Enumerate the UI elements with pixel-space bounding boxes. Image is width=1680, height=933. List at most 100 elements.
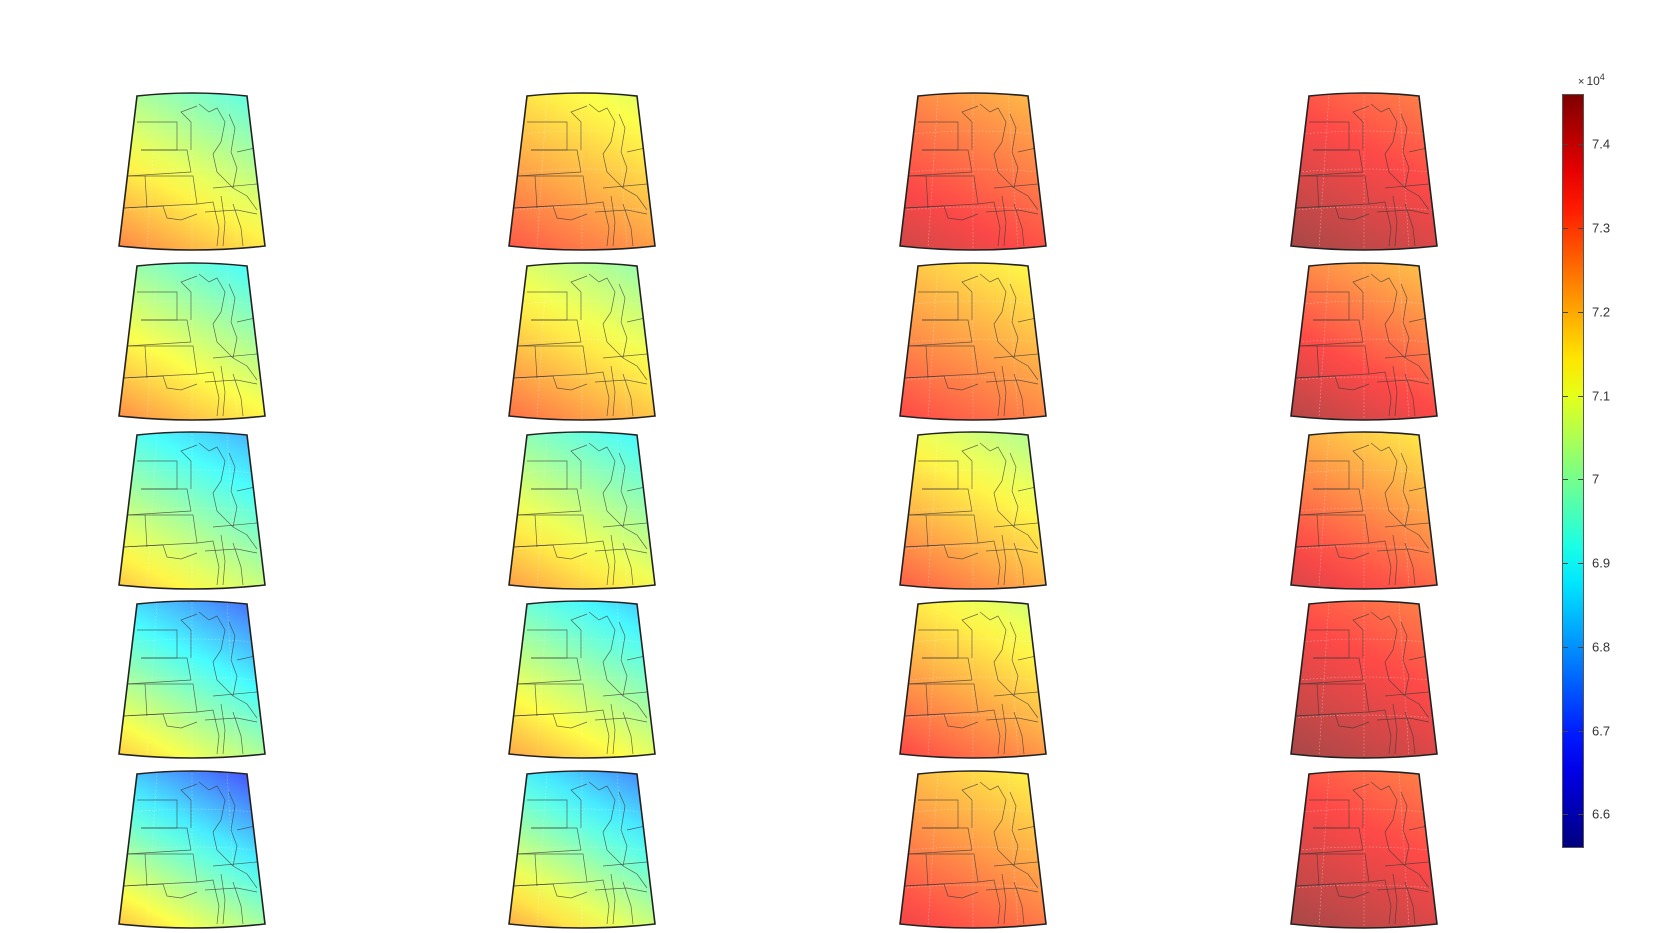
contour-field <box>509 263 655 420</box>
graticule-line <box>520 808 644 813</box>
colorbar-tick <box>1578 228 1583 230</box>
graticule-line <box>146 263 158 419</box>
map-panel <box>492 431 672 593</box>
graticule-line <box>1007 263 1019 419</box>
state-border <box>606 171 648 211</box>
state-border <box>180 613 198 658</box>
state-border <box>1298 657 1364 685</box>
graticule-line <box>903 884 1043 889</box>
graticule-line <box>226 93 238 249</box>
state-border <box>1001 534 1007 586</box>
colorbar-tick-label: 7 <box>1592 471 1600 487</box>
map-panel <box>1274 600 1454 762</box>
state-border <box>610 534 616 586</box>
map-frame <box>899 92 1047 251</box>
state-border <box>144 175 148 209</box>
graticule-line <box>130 808 254 813</box>
state-border <box>534 175 538 209</box>
state-border <box>977 879 1001 925</box>
graticule-line <box>122 206 262 211</box>
state-border <box>1298 488 1364 516</box>
state-border <box>1400 283 1410 359</box>
state-border <box>126 319 192 347</box>
state-border <box>961 783 979 828</box>
exponent-base: 10 <box>1586 74 1600 88</box>
state-border <box>594 379 648 385</box>
state-border <box>196 371 220 417</box>
state-border <box>1298 319 1364 347</box>
map-frame <box>1290 431 1438 590</box>
map-frame <box>508 431 656 590</box>
state-border <box>570 444 588 489</box>
graticule-line <box>911 130 1035 135</box>
state-border <box>997 849 1039 889</box>
colorbar-tick-label: 7.1 <box>1592 388 1611 404</box>
colorbar-tick <box>1578 311 1583 313</box>
state-border <box>126 488 192 516</box>
state-border <box>618 113 628 189</box>
contour-field <box>509 432 655 589</box>
state-border <box>228 113 238 189</box>
state-border <box>144 514 148 548</box>
state-border <box>1298 827 1364 855</box>
graticule-line <box>1318 601 1330 757</box>
graticule-line <box>536 432 548 588</box>
state-border <box>997 510 1039 550</box>
state-border <box>993 183 1039 189</box>
map-frame <box>118 262 266 421</box>
state-border <box>606 849 648 889</box>
state-border <box>594 548 648 554</box>
state-border <box>516 149 582 177</box>
graticule-line <box>1007 432 1019 588</box>
state-border <box>907 657 973 685</box>
state-border <box>586 709 610 755</box>
map-frame <box>508 600 656 759</box>
state-border <box>180 444 198 489</box>
state-border <box>516 319 582 347</box>
map-frame <box>1290 262 1438 421</box>
map-svg <box>1290 600 1438 759</box>
state-border <box>588 273 616 343</box>
colorbar-tick <box>1563 228 1568 230</box>
state-border <box>622 711 634 755</box>
state-border <box>1352 613 1370 658</box>
state-border <box>144 853 148 887</box>
state-border <box>1400 113 1410 189</box>
state-border <box>618 621 628 697</box>
state-border <box>977 540 1001 586</box>
graticule-line <box>536 93 548 249</box>
graticule-line <box>520 638 644 643</box>
graticule-line <box>122 884 262 889</box>
state-border <box>1384 522 1430 528</box>
state-border <box>588 442 616 512</box>
colorbar-tick <box>1563 479 1568 481</box>
graticule-line <box>516 846 648 851</box>
graticule-line <box>126 338 258 343</box>
map-svg <box>899 431 1047 590</box>
map-svg <box>508 431 656 590</box>
graticule-line <box>927 771 939 927</box>
state-border <box>212 353 258 359</box>
map-svg <box>508 770 656 929</box>
state-border <box>602 691 648 697</box>
map-panel <box>1274 431 1454 593</box>
graticule-line <box>512 545 652 550</box>
graticule-line <box>903 206 1043 211</box>
state-border <box>618 283 628 359</box>
state-border <box>126 827 192 855</box>
state-border <box>977 371 1001 417</box>
contour-field <box>900 432 1046 589</box>
state-border <box>594 887 648 893</box>
contour-field <box>119 93 265 250</box>
state-border <box>622 203 634 247</box>
state-border <box>1316 175 1320 209</box>
state-border <box>1384 183 1430 189</box>
map-svg <box>118 600 266 759</box>
state-border <box>903 375 979 391</box>
state-border <box>198 442 226 512</box>
state-border <box>204 379 258 385</box>
graticule-line <box>616 93 628 249</box>
graticule-line <box>520 469 644 474</box>
state-border <box>1352 444 1370 489</box>
graticule-line <box>927 432 939 588</box>
